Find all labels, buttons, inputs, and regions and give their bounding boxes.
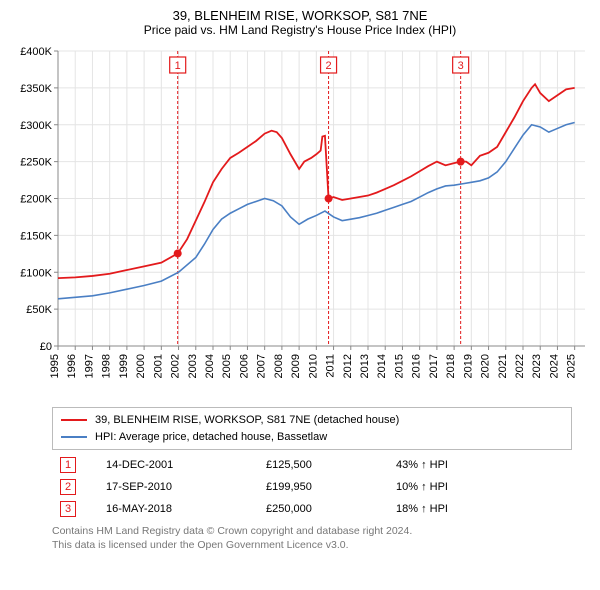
sales-row: 3 16-MAY-2018 £250,000 18% ↑ HPI (52, 498, 572, 520)
svg-text:2001: 2001 (152, 354, 164, 378)
svg-text:£400K: £400K (20, 46, 52, 58)
legend-swatch-icon (61, 419, 87, 421)
svg-text:2019: 2019 (462, 354, 474, 378)
sales-row: 2 17-SEP-2010 £199,950 10% ↑ HPI (52, 476, 572, 498)
svg-text:£100K: £100K (20, 267, 52, 279)
svg-text:2015: 2015 (393, 354, 405, 378)
chart-subtitle: Price paid vs. HM Land Registry's House … (10, 23, 590, 37)
svg-text:2009: 2009 (290, 354, 302, 378)
sale-pct: 43% ↑ HPI (396, 459, 448, 471)
footnote: Contains HM Land Registry data © Crown c… (52, 524, 572, 552)
sale-price: £250,000 (266, 503, 366, 515)
svg-text:2012: 2012 (342, 354, 354, 378)
svg-text:2007: 2007 (256, 354, 268, 378)
svg-text:2023: 2023 (531, 354, 543, 378)
legend-label: 39, BLENHEIM RISE, WORKSOP, S81 7NE (det… (95, 412, 399, 429)
chart-container: £0 £50K £100K £150K £200K £250K £300K £350K £400… (10, 41, 590, 401)
svg-text:2008: 2008 (273, 354, 285, 378)
svg-text:2017: 2017 (428, 354, 440, 378)
svg-text:2022: 2022 (514, 354, 526, 378)
svg-text:1998: 1998 (101, 354, 113, 378)
svg-text:£200K: £200K (20, 194, 52, 206)
svg-text:2002: 2002 (170, 354, 182, 378)
svg-text:2024: 2024 (548, 354, 560, 378)
svg-text:2025: 2025 (566, 354, 578, 378)
legend-item: 39, BLENHEIM RISE, WORKSOP, S81 7NE (det… (61, 412, 563, 429)
sale-date: 14-DEC-2001 (106, 459, 236, 471)
svg-text:1: 1 (175, 60, 181, 72)
svg-text:1995: 1995 (49, 354, 61, 378)
sale-pct: 10% ↑ HPI (396, 481, 448, 493)
svg-text:2014: 2014 (376, 354, 388, 378)
svg-text:2020: 2020 (480, 354, 492, 378)
svg-text:2010: 2010 (307, 354, 319, 378)
sale-date: 17-SEP-2010 (106, 481, 236, 493)
footnote-line: Contains HM Land Registry data © Crown c… (52, 524, 572, 538)
svg-text:2005: 2005 (221, 354, 233, 378)
svg-text:£250K: £250K (20, 157, 52, 169)
svg-text:3: 3 (458, 60, 464, 72)
svg-text:2003: 2003 (187, 354, 199, 378)
sale-marker-icon: 1 (60, 457, 76, 473)
svg-text:2: 2 (325, 60, 331, 72)
sales-row: 1 14-DEC-2001 £125,500 43% ↑ HPI (52, 454, 572, 476)
svg-text:1999: 1999 (118, 354, 130, 378)
sale-pct: 18% ↑ HPI (396, 503, 448, 515)
svg-text:2000: 2000 (135, 354, 147, 378)
svg-text:£50K: £50K (26, 304, 52, 316)
svg-text:2011: 2011 (325, 354, 337, 378)
svg-text:2018: 2018 (445, 354, 457, 378)
legend-item: HPI: Average price, detached house, Bass… (61, 429, 563, 446)
sales-table: 1 14-DEC-2001 £125,500 43% ↑ HPI 2 17-SEP-201… (52, 454, 572, 520)
legend: 39, BLENHEIM RISE, WORKSOP, S81 7NE (det… (52, 407, 572, 450)
svg-text:2004: 2004 (204, 354, 216, 378)
chart-title: 39, BLENHEIM RISE, WORKSOP, S81 7NE (10, 8, 590, 23)
svg-text:1996: 1996 (66, 354, 78, 378)
svg-text:2006: 2006 (238, 354, 250, 378)
svg-text:£0: £0 (40, 341, 52, 353)
svg-text:£300K: £300K (20, 120, 52, 132)
svg-text:1997: 1997 (83, 354, 95, 378)
sale-marker-icon: 3 (60, 501, 76, 517)
legend-swatch-icon (61, 436, 87, 438)
sale-price: £199,950 (266, 481, 366, 493)
svg-text:£150K: £150K (20, 230, 52, 242)
sale-date: 16-MAY-2018 (106, 503, 236, 515)
svg-text:2016: 2016 (411, 354, 423, 378)
footnote-line: This data is licensed under the Open Gov… (52, 538, 572, 552)
svg-text:2013: 2013 (359, 354, 371, 378)
sale-price: £125,500 (266, 459, 366, 471)
sale-marker-icon: 2 (60, 479, 76, 495)
line-chart: £0 £50K £100K £150K £200K £250K £300K £350K £400… (10, 41, 590, 401)
svg-text:£350K: £350K (20, 83, 52, 95)
svg-text:2021: 2021 (497, 354, 509, 378)
legend-label: HPI: Average price, detached house, Bass… (95, 429, 327, 446)
